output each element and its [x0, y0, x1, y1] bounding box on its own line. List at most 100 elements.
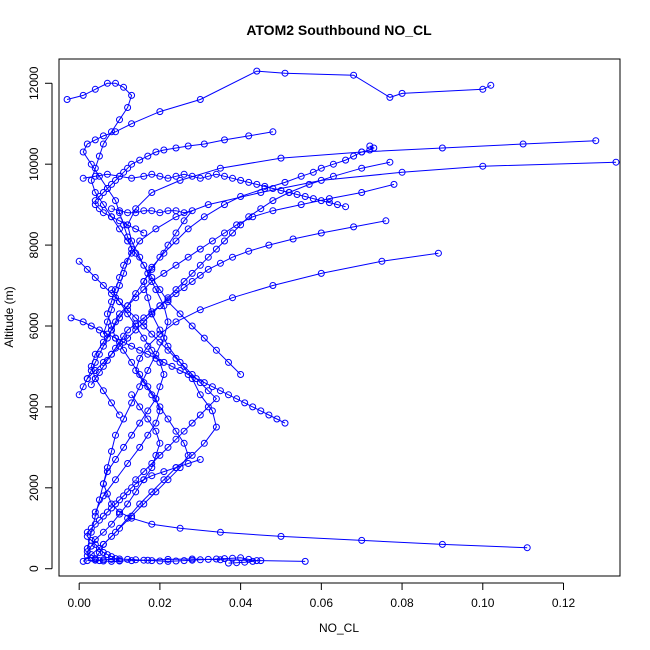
data-point: [172, 290, 180, 298]
data-point: [79, 91, 87, 99]
data-point: [160, 146, 168, 154]
data-point: [124, 326, 132, 334]
data-point: [172, 427, 180, 435]
data-point: [329, 160, 337, 168]
data-point: [116, 172, 123, 180]
data-point: [103, 334, 111, 342]
data-point: [120, 83, 128, 91]
data-point: [91, 512, 99, 520]
data-series: [83, 554, 261, 567]
data-point: [91, 508, 99, 516]
data-point: [172, 261, 180, 269]
data-point: [116, 508, 123, 516]
data-point: [140, 468, 148, 476]
data-point: [156, 253, 164, 261]
data-point: [253, 180, 261, 188]
data-point: [124, 221, 132, 229]
data-point: [156, 326, 164, 334]
data-point: [152, 225, 160, 233]
data-point: [180, 439, 188, 447]
data-point: [128, 160, 136, 168]
data-point: [132, 488, 140, 496]
data-point: [112, 528, 119, 536]
data-point: [317, 197, 325, 205]
data-point: [216, 528, 224, 536]
data-point: [108, 306, 115, 314]
data-series: [83, 456, 204, 565]
data-point: [386, 93, 394, 101]
data-point: [253, 557, 261, 565]
data-point: [237, 371, 245, 378]
series-line: [94, 252, 439, 559]
data-point: [108, 290, 115, 298]
data-point: [164, 174, 172, 182]
data-point: [144, 294, 152, 302]
data-point: [180, 209, 188, 217]
data-point: [112, 456, 119, 463]
data-point: [136, 383, 144, 391]
data-point: [148, 391, 156, 399]
data-point: [140, 322, 148, 330]
x-tick-label: 0.12: [552, 596, 576, 610]
series-line: [83, 173, 346, 208]
data-point: [184, 225, 192, 233]
data-point: [120, 338, 128, 346]
data-point: [148, 346, 156, 354]
data-point: [204, 253, 212, 261]
data-point: [140, 207, 148, 215]
data-point: [317, 269, 325, 277]
data-point: [172, 207, 180, 215]
data-point: [99, 549, 107, 556]
data-point: [225, 358, 232, 366]
data-point: [172, 354, 180, 362]
data-point: [128, 245, 136, 253]
x-tick-label: 0.00: [68, 596, 92, 610]
data-point: [99, 480, 107, 488]
data-point: [99, 512, 107, 520]
data-point: [216, 556, 224, 564]
data-point: [87, 524, 95, 532]
data-point: [156, 557, 164, 565]
data-point: [136, 443, 144, 451]
data-point: [229, 554, 236, 562]
data-point: [112, 197, 119, 205]
data-point: [269, 128, 277, 136]
data-point: [83, 528, 91, 536]
data-point: [128, 514, 136, 522]
data-point: [156, 439, 164, 447]
data-point: [120, 443, 128, 451]
data-point: [103, 170, 111, 178]
data-point: [245, 132, 253, 140]
data-point: [63, 96, 71, 103]
data-point: [148, 464, 156, 472]
data-point: [329, 172, 337, 180]
data-point: [124, 555, 132, 563]
data-point: [91, 197, 99, 205]
data-point: [148, 520, 156, 528]
data-point: [99, 556, 107, 564]
data-point: [156, 338, 164, 346]
data-point: [233, 221, 241, 229]
data-point: [116, 116, 123, 124]
data-point: [148, 460, 156, 467]
data-series: [91, 249, 442, 563]
data-point: [99, 209, 107, 217]
data-point: [120, 346, 128, 354]
data-point: [225, 391, 232, 399]
data-point: [132, 209, 140, 217]
data-point: [221, 201, 228, 209]
data-point: [257, 407, 265, 415]
data-point: [136, 253, 144, 261]
data-point: [156, 108, 164, 116]
data-point: [168, 362, 176, 370]
data-point: [75, 257, 83, 265]
data-point: [237, 554, 245, 562]
data-point: [184, 451, 192, 459]
data-point: [148, 265, 156, 273]
data-point: [112, 176, 119, 184]
data-point: [91, 350, 99, 358]
data-point: [164, 476, 172, 484]
data-point: [277, 532, 285, 540]
x-tick-label: 0.06: [310, 596, 334, 610]
data-point: [99, 387, 107, 395]
